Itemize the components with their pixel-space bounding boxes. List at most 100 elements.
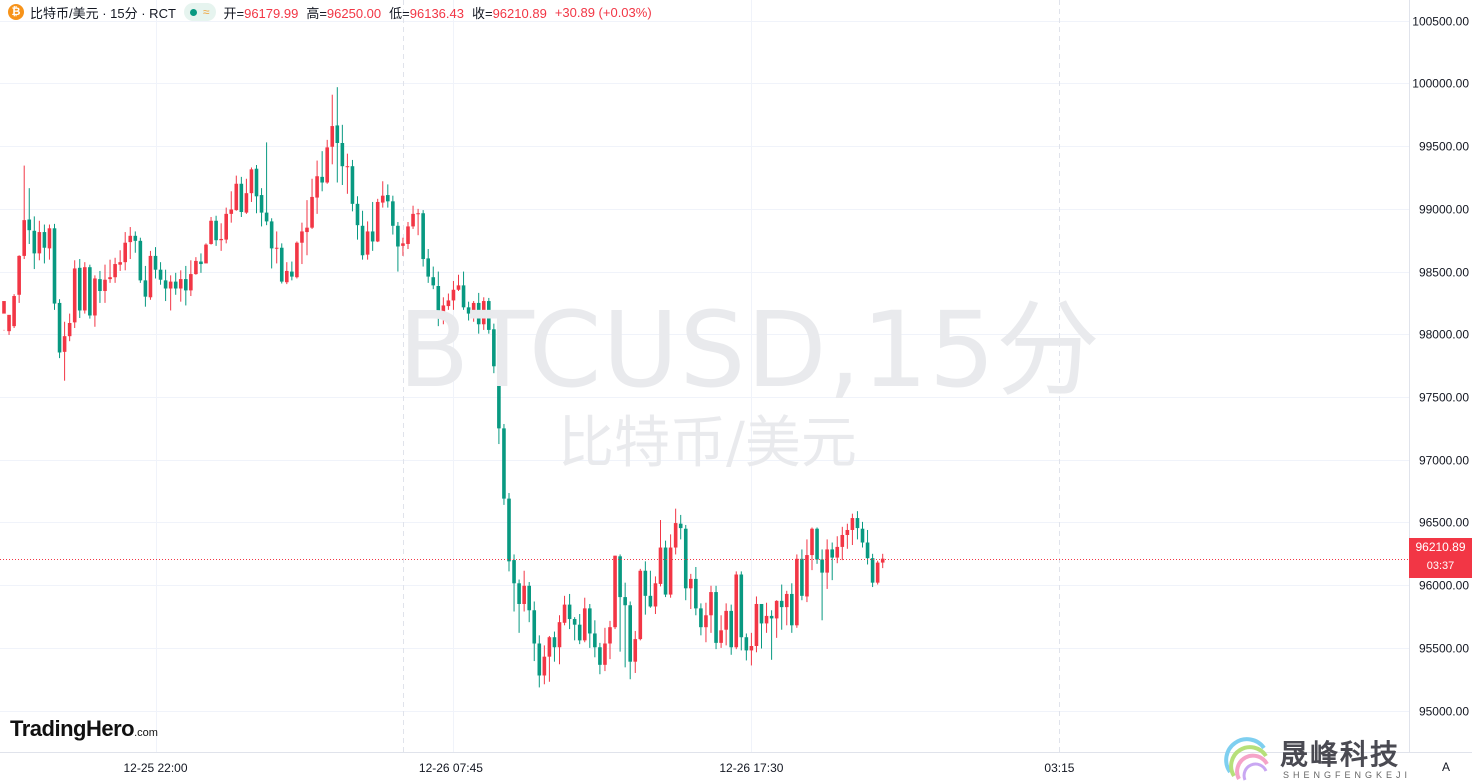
candle-body [138,240,143,281]
candle-body [229,209,234,214]
ohlc-open: 开=96179.99 [223,5,299,21]
candle-body [633,639,638,662]
ohlc-low: 低=96136.43 [389,5,464,21]
candle-body [598,647,602,665]
candle-body [532,610,537,644]
candle-body [285,270,289,283]
candle-body [653,583,658,607]
auto-scale-button[interactable]: A [1442,760,1451,774]
candle-body [37,232,42,254]
candle-body [274,247,279,249]
y-tick-label: 100500.00 [1412,15,1469,29]
candle-body [840,534,845,547]
candle-body [325,147,329,183]
candle-body [784,593,789,608]
candle-body [406,226,410,244]
candle-body [497,366,501,429]
candle-body [673,523,678,548]
candle-body [219,238,223,241]
candle-body [658,547,663,584]
candle-body [487,301,491,330]
candle-body [774,600,779,619]
candle-body [391,201,395,226]
candle-body [512,560,516,584]
candle-body [694,578,698,609]
candle-body [72,268,77,323]
candle-body [396,225,400,247]
last-price-value: 96210.89 [1415,540,1466,554]
candle-body [118,262,122,265]
candle-body [739,574,744,638]
candle-body [471,302,476,314]
candle-body [689,578,693,589]
last-price-tag: 96210.89 03:37 [1409,538,1472,578]
candle-body [699,608,703,628]
candle-body [315,176,319,198]
candle-body [345,166,350,168]
candle-body [790,593,794,626]
candle-body [845,529,850,535]
candle-body [577,624,582,641]
candle-body [562,604,567,623]
market-status-pill[interactable]: ≈ [183,3,216,21]
candle-body [2,301,6,314]
candle-body [178,279,183,289]
candle-body [386,195,390,202]
candle-body [759,603,764,624]
candle-body [380,195,385,203]
y-tick-label: 95000.00 [1419,705,1469,719]
y-tick-label: 99500.00 [1419,140,1469,154]
candle-body [300,231,304,243]
brand-logo: TradingHero.com [10,716,158,741]
symbol-title[interactable]: 比特币/美元 · 15分 · RCT [30,5,176,21]
candle-body [638,570,643,640]
candle-body [810,528,814,556]
ohlc-high: 高=96250.00 [306,5,382,21]
candle-body [234,183,239,211]
candle-body [62,336,67,352]
candle-body [729,610,733,648]
candle-body [133,235,138,241]
candle-body [22,220,26,256]
candle-body [370,231,375,242]
candle-body [613,555,617,628]
candle-body [492,329,496,367]
legend-header: ₿ 比特币/美元 · 15分 · RCT ≈ 开=96179.99 高=9625… [8,3,652,21]
candle-body [421,213,425,260]
candle-body [875,562,880,583]
candle-body [103,279,107,292]
candle-body [98,279,102,292]
wave-icon: ≈ [202,5,210,19]
candle-body [239,183,244,212]
candle-body [714,592,718,643]
candle-body [451,289,456,301]
candle-body [870,558,875,583]
candle-body [411,213,415,227]
candle-body [163,280,168,289]
candle-body [360,225,365,256]
candle-body [340,142,345,167]
candle-body [189,274,193,291]
candle-body [83,267,87,311]
candle-body [375,201,380,242]
candle-body [582,608,587,641]
candle-body [269,221,274,249]
watermark-ticker: BTCUSD,15分 [398,289,1102,411]
candle-body [431,277,436,286]
candle-body [436,285,441,317]
candle-body [93,278,97,316]
candle-body [259,195,264,213]
candle-body [173,281,178,289]
candle-body [749,646,754,651]
candle-body [734,574,739,648]
candle-body [835,546,840,558]
candle-series [2,87,885,688]
candle-body [744,637,749,651]
y-tick-label: 96500.00 [1419,516,1469,530]
candle-body [557,622,562,648]
candle-body [588,608,592,634]
candle-body [355,203,360,226]
candle-body [608,627,612,644]
candle-body [683,528,688,589]
